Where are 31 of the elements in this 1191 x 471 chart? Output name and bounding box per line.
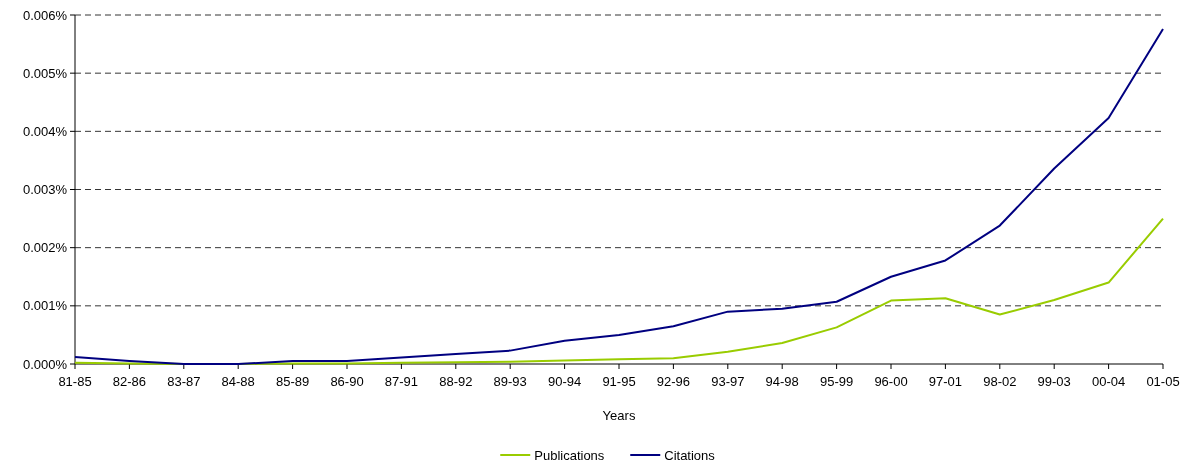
x-tick-label: 86-90 xyxy=(330,374,364,389)
x-tick-label: 98-02 xyxy=(983,374,1017,389)
x-tick-label: 84-88 xyxy=(221,374,255,389)
x-tick-label: 94-98 xyxy=(765,374,799,389)
x-tick-label: 81-85 xyxy=(58,374,92,389)
x-tick-label: 93-97 xyxy=(711,374,745,389)
x-tick-label: 88-92 xyxy=(439,374,473,389)
x-tick-label: 89-93 xyxy=(493,374,527,389)
x-tick-label: 96-00 xyxy=(874,374,908,389)
y-tick-label: 0.004% xyxy=(22,123,68,139)
x-tick-label: 95-99 xyxy=(819,374,854,389)
legend-label: Citations xyxy=(664,447,716,463)
x-tick-label: 97-01 xyxy=(928,374,963,389)
y-tick-label: 0.002% xyxy=(22,240,68,256)
x-tick-label: 83-87 xyxy=(167,374,201,389)
x-tick-label: 91-95 xyxy=(602,374,636,389)
y-tick-label: 0.003% xyxy=(22,182,68,198)
x-tick-label: 00-04 xyxy=(1091,374,1126,389)
x-tick-label: 01-05 xyxy=(1146,374,1180,389)
x-tick-label: 85-89 xyxy=(275,374,310,389)
x-tick-label: 99-03 xyxy=(1037,374,1071,389)
y-tick-label: 0.006% xyxy=(22,7,68,23)
x-tick-label: 82-86 xyxy=(112,374,147,389)
x-tick-label: 92-96 xyxy=(656,374,691,389)
y-tick-label: 0.000% xyxy=(22,356,68,372)
x-axis-title: Years xyxy=(602,408,636,423)
y-tick-label: 0.001% xyxy=(22,298,68,314)
x-tick-label: 87-91 xyxy=(384,374,419,389)
x-tick-label: 90-94 xyxy=(547,374,582,389)
legend-label: Publications xyxy=(534,447,605,463)
y-tick-label: 0.005% xyxy=(22,65,68,81)
